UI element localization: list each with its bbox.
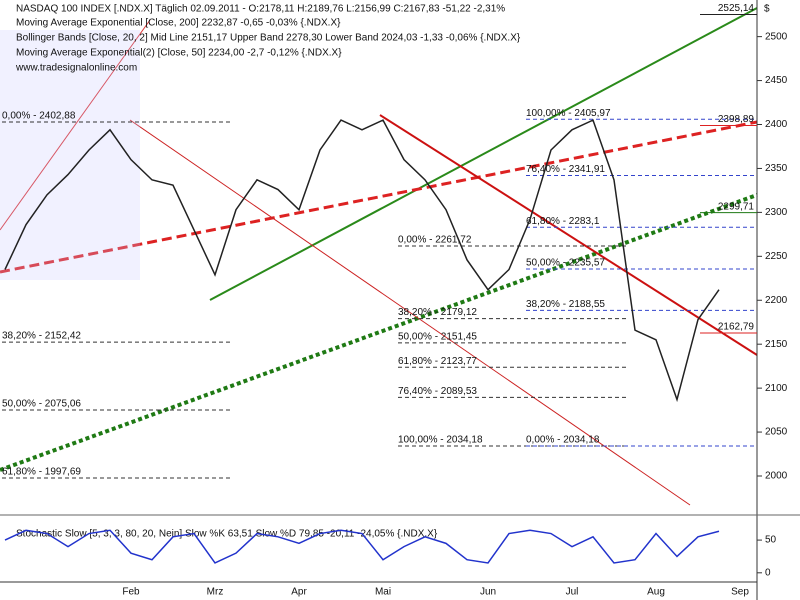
x-tick-label: Aug [647,587,665,598]
y-tick-label: 2300 [765,207,788,218]
fib-label: 50,00% - 2151,45 [398,332,477,343]
x-tick-label: Mai [375,587,391,598]
fib-label: 100,00% - 2405,97 [526,108,611,119]
legend-entry: Bollinger Bands [Close, 20, 2] Mid Line … [16,33,521,44]
y-tick-label: 2000 [765,471,788,482]
fib-label: 38,20% - 2188,55 [526,299,605,310]
x-tick-label: Mrz [207,587,224,598]
trend-line [209,7,758,301]
fib-label: 0,00% - 2034,18 [526,435,600,446]
trend-line [0,120,758,274]
y-tick-label: 2500 [765,31,788,42]
fib-label: 61,80% - 2283,1 [526,216,600,227]
legend-entry: Moving Average Exponential(2) [Close, 50… [16,48,342,59]
x-tick-label: Apr [291,587,307,598]
y-tick-label: 2250 [765,251,788,262]
x-tick-label: Jun [480,587,496,598]
fib-label: 100,00% - 2034,18 [398,435,483,446]
price-marker-label: 2162,79 [718,322,755,333]
trend-line [0,193,758,472]
fib-label: 61,80% - 1997,69 [2,467,81,478]
fib-label: 76,40% - 2341,91 [526,164,605,175]
fib-label: 0,00% - 2261,72 [398,235,472,246]
price-line [4,119,720,403]
price-line [4,529,720,564]
y-tick-label: 2200 [765,295,788,306]
fib-label: 38,20% - 2152,42 [2,331,81,342]
fib-label: 50,00% - 2075,06 [2,399,81,410]
y-tick-label: 2400 [765,119,788,130]
y-axis-label: $ [764,4,770,15]
fib-label: 61,80% - 2123,77 [398,356,477,367]
price-marker-label: 2525,14 [718,3,755,14]
y-tick-label: 2150 [765,339,788,350]
fib-label: 0,00% - 2402,88 [2,111,76,122]
x-tick-label: Jul [566,587,579,598]
trend-line [0,19,151,231]
price-marker-label: 2398,89 [718,114,755,125]
y-tick-label: 2100 [765,383,788,394]
y-tick-label: 0 [765,567,771,578]
y-tick-label: 2050 [765,427,788,438]
x-tick-label: Sep [731,587,749,598]
trend-line [379,114,758,356]
header: NASDAQ 100 INDEX [.NDX.X] Täglich 02.09.… [16,4,505,15]
legend-entry: Moving Average Exponential [Close, 200] … [16,18,341,29]
y-tick-label: 2350 [765,163,788,174]
price-marker-label: 2299,71 [718,201,755,212]
fib-label: 38,20% - 2179,12 [398,307,477,318]
fib-label: 50,00% - 2235,57 [526,258,605,269]
channel [0,30,140,280]
watermark: www.tradesignalonline.com [15,63,137,74]
y-tick-label: 50 [765,535,777,546]
x-tick-label: Feb [122,587,140,598]
fib-label: 76,40% - 2089,53 [398,386,477,397]
y-tick-label: 2450 [765,75,788,86]
legend-entry: Stochastic Slow [5, 3, 3, 80, 20, Nein] … [16,529,438,540]
trend-line [129,119,691,506]
